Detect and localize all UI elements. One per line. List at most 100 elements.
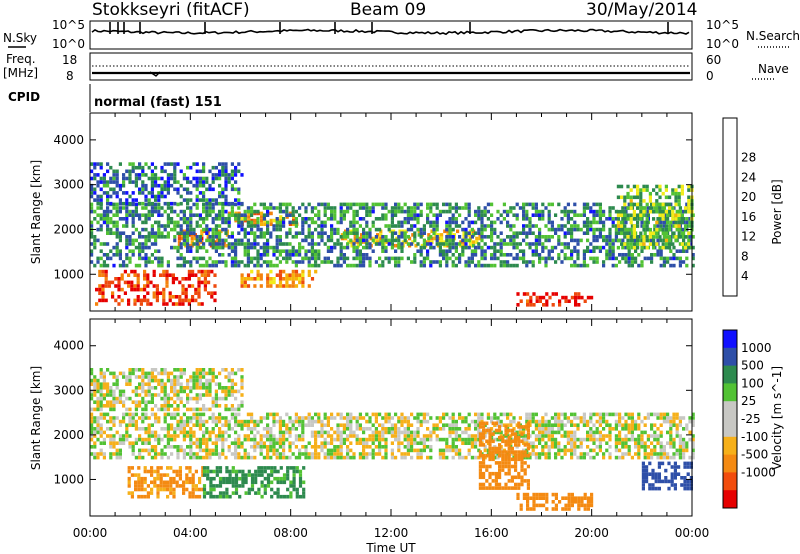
echo-cell	[490, 231, 494, 235]
echo-cell	[112, 206, 116, 210]
echo-cell	[317, 412, 321, 417]
echo-cell	[474, 441, 478, 445]
echo-cell	[205, 437, 209, 442]
echo-cell	[566, 213, 570, 217]
echo-cell	[531, 263, 535, 268]
echo-cell	[598, 220, 602, 225]
echo-cell	[499, 412, 503, 417]
echo-cell	[141, 368, 145, 372]
echo-cell	[238, 469, 242, 474]
echo-cell	[502, 209, 506, 214]
echo-cell	[276, 494, 280, 499]
echo-cell	[166, 224, 170, 228]
echo-cell	[499, 242, 503, 246]
echo-cell	[156, 473, 160, 477]
echo-cell	[314, 455, 318, 460]
echo-cell	[154, 176, 158, 181]
echo-cell	[141, 400, 145, 404]
echo-cell	[118, 249, 122, 253]
echo-cell	[131, 220, 135, 225]
echo-cell	[474, 419, 478, 424]
echo-cell	[278, 441, 282, 445]
echo-cell	[102, 173, 106, 177]
echo-cell	[195, 249, 199, 253]
echo-cell	[397, 416, 401, 420]
echo-cell	[461, 416, 465, 420]
echo-cell	[144, 382, 148, 386]
echo-cell	[677, 235, 681, 239]
echo-cell	[202, 441, 206, 445]
echo-cell	[269, 235, 273, 239]
echo-cell	[243, 448, 247, 453]
echo-cell	[371, 209, 375, 214]
echo-cell	[474, 209, 478, 214]
echo-cell	[544, 441, 548, 445]
echo-cell	[195, 437, 199, 442]
echo-cell	[595, 430, 599, 435]
echo-cell	[634, 256, 638, 261]
echo-cell	[90, 407, 94, 412]
echo-cell	[682, 260, 686, 264]
echo-cell	[326, 448, 330, 453]
echo-cell	[563, 445, 567, 449]
echo-cell	[118, 231, 122, 235]
echo-cell	[580, 295, 584, 300]
echo-cell	[642, 188, 646, 192]
echo-region	[127, 466, 205, 499]
echo-cell	[381, 206, 385, 210]
echo-cell	[134, 393, 138, 397]
echo-cell	[208, 227, 212, 232]
nsky-trace	[91, 28, 690, 36]
echo-cell	[106, 393, 110, 397]
echo-cell	[531, 445, 535, 449]
echo-cell	[192, 242, 196, 246]
echo-cell	[557, 253, 561, 257]
echo-cell	[218, 430, 222, 435]
echo-cell	[128, 412, 132, 417]
echo-cell	[286, 469, 290, 474]
echo-cell	[422, 260, 426, 264]
echo-cell	[208, 238, 212, 243]
echo-cell	[353, 240, 357, 244]
echo-cell	[551, 303, 555, 307]
echo-cell	[260, 211, 264, 216]
echo-cell	[182, 231, 186, 235]
echo-cell	[93, 173, 97, 177]
echo-cell	[96, 220, 100, 225]
echo-cell	[358, 202, 362, 207]
echo-cell	[203, 273, 207, 277]
echo-cell	[209, 480, 213, 485]
echo-cell	[358, 242, 362, 246]
echo-cell	[189, 198, 193, 202]
echo-cell	[128, 256, 132, 261]
echo-cell	[595, 452, 599, 456]
echo-cell	[250, 473, 255, 477]
echo-cell	[515, 253, 519, 257]
echo-cell	[570, 209, 574, 214]
echo-cell	[221, 448, 225, 453]
echo-cell	[102, 430, 106, 435]
echo-cell	[574, 295, 578, 300]
echo-cell	[557, 256, 561, 261]
echo-cell	[182, 419, 186, 424]
echo-cell	[643, 452, 647, 456]
echo-cell	[205, 180, 209, 184]
echo-cell	[637, 455, 641, 460]
echo-cell	[595, 445, 599, 449]
echo-cell	[153, 484, 157, 488]
echo-cell	[560, 209, 564, 214]
echo-cell	[198, 416, 202, 420]
echo-cell	[525, 213, 529, 217]
echo-cell	[166, 217, 170, 221]
echo-cell	[166, 434, 170, 438]
echo-cell	[187, 277, 191, 281]
echo-cell	[477, 209, 481, 214]
echo-cell	[237, 220, 241, 225]
echo-cell	[128, 201, 132, 206]
echo-cell	[538, 441, 542, 445]
echo-cell	[362, 256, 366, 261]
echo-cell	[566, 242, 570, 246]
echo-cell	[544, 423, 548, 427]
echo-cell	[307, 242, 311, 246]
echo-cell	[99, 201, 103, 206]
